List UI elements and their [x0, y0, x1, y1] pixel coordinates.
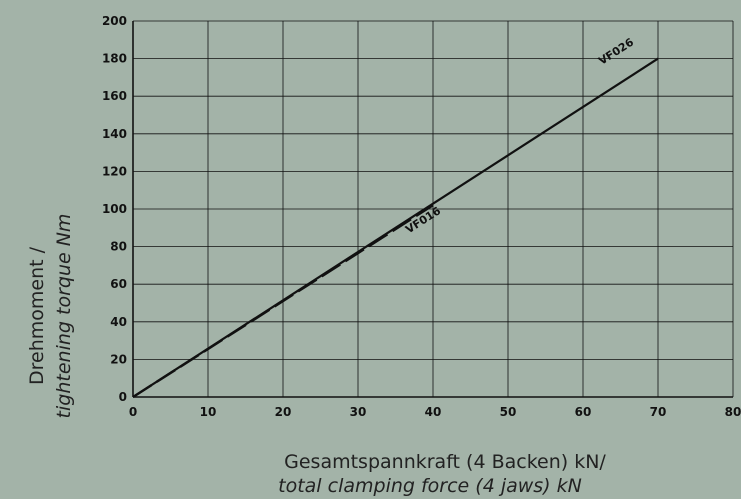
- y-tick-label: 120: [102, 164, 127, 178]
- y-tick-label: 160: [102, 89, 127, 103]
- x-tick-label: 70: [650, 405, 667, 419]
- x-tick-label: 20: [275, 405, 292, 419]
- y-axis-title: Drehmoment /: [26, 246, 48, 385]
- series-line-vf016: [132, 204, 434, 399]
- x-tick-label: 40: [425, 405, 442, 419]
- y-tick-label: 60: [110, 277, 127, 291]
- x-tick-label: 50: [500, 405, 517, 419]
- y-tick-label: 200: [102, 14, 127, 28]
- y-tick-label: 140: [102, 127, 127, 141]
- y-tick-label: 100: [102, 202, 127, 216]
- x-tick-label: 60: [575, 405, 592, 419]
- x-tick-label: 10: [200, 405, 217, 419]
- y-tick-label: 180: [102, 52, 127, 66]
- y-tick-label: 0: [119, 390, 127, 404]
- y-axis-title-en: tightening torque Nm: [53, 214, 75, 419]
- x-tick-label: 0: [129, 405, 137, 419]
- series-label-vf026: VF026: [596, 35, 636, 67]
- y-tick-label: 80: [110, 240, 127, 254]
- y-tick-label: 40: [110, 315, 127, 329]
- x-tick-label: 80: [725, 405, 741, 419]
- tick-labels: 0 10 20 30 40 50 60 70 80 0 20 40 60 80 100 120 140 160 18…: [102, 14, 741, 419]
- x-axis-title-en: total clamping force (4 jaws) kN: [278, 475, 582, 497]
- y-tick-label: 20: [110, 352, 127, 366]
- x-axis-title: Gesamtspannkraft (4 Backen) kN/: [284, 451, 606, 473]
- grid: [132, 20, 734, 398]
- x-tick-label: 30: [350, 405, 367, 419]
